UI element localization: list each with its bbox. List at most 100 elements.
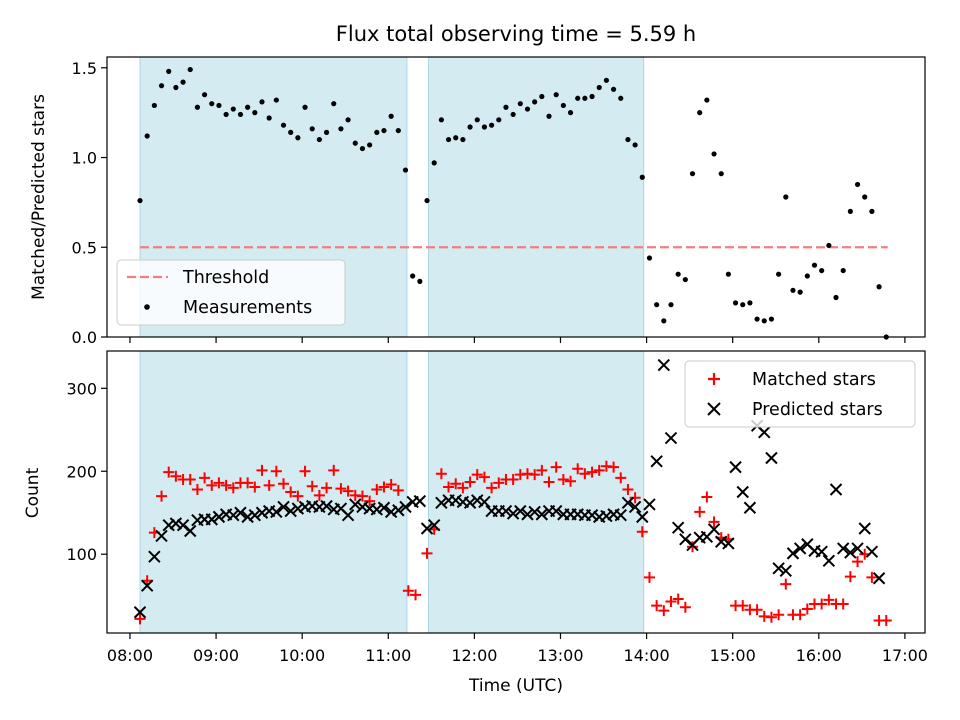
matched-point — [292, 490, 304, 502]
top-panel: 0.0 0.5 1.0 1.5 Matched/Predicted stars Thr… — [29, 56, 926, 347]
bottom-panel: 100 200 300 08:00 09:00 10:00 11:00 12:00 13:00… — [23, 350, 928, 696]
measurement-point — [431, 160, 437, 166]
bottom-matched-points — [134, 460, 892, 627]
measurement-point — [532, 99, 538, 105]
matched-point — [708, 516, 720, 528]
matched-point — [270, 465, 282, 477]
y-tick-label: 100 — [66, 545, 97, 564]
x-tick-label: 09:00 — [193, 646, 239, 665]
legend-predicted-swatch — [707, 402, 721, 416]
measurement-point — [194, 104, 201, 110]
measurement-point — [575, 95, 581, 101]
matched-point — [450, 478, 462, 490]
matched-point — [443, 481, 455, 493]
predicted-point — [815, 545, 828, 558]
measurement-point — [395, 127, 401, 134]
top-legend: Threshold Measurements — [116, 259, 346, 326]
matched-point — [493, 477, 505, 489]
matched-point — [392, 484, 404, 496]
x-tick-label: 15:00 — [710, 646, 756, 665]
measurement-point — [438, 117, 444, 123]
x-tick-label: 17:00 — [882, 646, 928, 665]
measurement-point — [790, 287, 796, 293]
y-tick-label: 1.5 — [72, 59, 97, 78]
matched-point — [478, 471, 490, 483]
bottom-y-axis-ticks: 100 200 300 — [66, 379, 107, 564]
predicted-point — [528, 505, 541, 519]
measurement-point — [718, 171, 724, 177]
predicted-point — [169, 517, 183, 530]
predicted-point — [248, 509, 262, 522]
matched-point — [651, 600, 663, 612]
measurement-point — [732, 300, 739, 306]
matched-point — [565, 475, 577, 487]
predicted-point — [241, 510, 254, 524]
measurement-point — [223, 111, 229, 118]
matched-point — [629, 492, 641, 504]
predicted-point — [291, 502, 305, 515]
predicted-point — [664, 431, 678, 445]
predicted-point — [844, 546, 857, 559]
matched-point — [249, 481, 261, 493]
measurement-point — [761, 318, 767, 324]
predicted-point — [628, 500, 642, 514]
measurement-point — [704, 97, 710, 103]
matched-point — [199, 472, 211, 484]
predicted-point — [829, 483, 843, 496]
predicted-point — [413, 494, 427, 508]
predicted-point — [707, 523, 721, 536]
matched-point — [586, 466, 598, 478]
bottom-shaded-spans — [139, 350, 645, 634]
measurement-point — [596, 84, 602, 91]
bottom-y-axis-label: Count — [23, 467, 43, 518]
matched-point — [880, 615, 892, 627]
measurement-point — [539, 93, 545, 100]
measurement-point — [632, 142, 638, 148]
bottom-x-axis-ticks: 08:00 09:00 10:00 11:00 12:00 13:00 14:00 15:00… — [107, 633, 928, 665]
shaded-span — [428, 56, 645, 338]
matched-point — [694, 506, 706, 518]
measurement-point — [331, 101, 337, 107]
measurement-point — [259, 99, 265, 105]
measurement-point — [740, 302, 746, 308]
predicted-point — [320, 499, 333, 513]
measurement-point — [582, 95, 588, 101]
measurement-point — [618, 95, 624, 101]
predicted-point — [341, 509, 355, 522]
predicted-point — [722, 537, 735, 550]
measurement-point — [410, 273, 416, 279]
matched-point — [636, 526, 648, 538]
matched-point — [658, 605, 670, 617]
matched-point — [299, 465, 311, 477]
predicted-point — [872, 572, 886, 585]
predicted-point — [772, 562, 785, 575]
measurement-point — [359, 145, 366, 152]
predicted-point — [349, 498, 362, 511]
measurement-point — [747, 300, 753, 306]
predicted-point — [636, 510, 649, 524]
predicted-point — [715, 535, 728, 548]
predicted-point — [865, 545, 879, 558]
measurement-point — [237, 111, 244, 118]
y-tick-label: 0.5 — [72, 238, 97, 257]
measurement-point — [725, 271, 731, 277]
matched-point — [421, 547, 433, 559]
matched-point — [184, 474, 196, 486]
predicted-point — [535, 508, 549, 521]
legend-measurements-swatch — [144, 304, 150, 310]
matched-point — [457, 482, 469, 494]
matched-point — [285, 486, 297, 498]
measurement-point — [553, 92, 559, 98]
matched-point — [852, 556, 864, 568]
x-tick-label: 12:00 — [451, 646, 497, 665]
predicted-point — [449, 494, 462, 507]
measurement-point — [496, 117, 502, 123]
measurement-point — [467, 124, 473, 130]
measurement-point — [833, 294, 839, 301]
measurement-point — [266, 115, 272, 121]
matched-point — [844, 571, 856, 583]
y-tick-label: 1.0 — [72, 149, 97, 168]
matched-point — [823, 594, 835, 606]
predicted-point — [435, 496, 448, 509]
